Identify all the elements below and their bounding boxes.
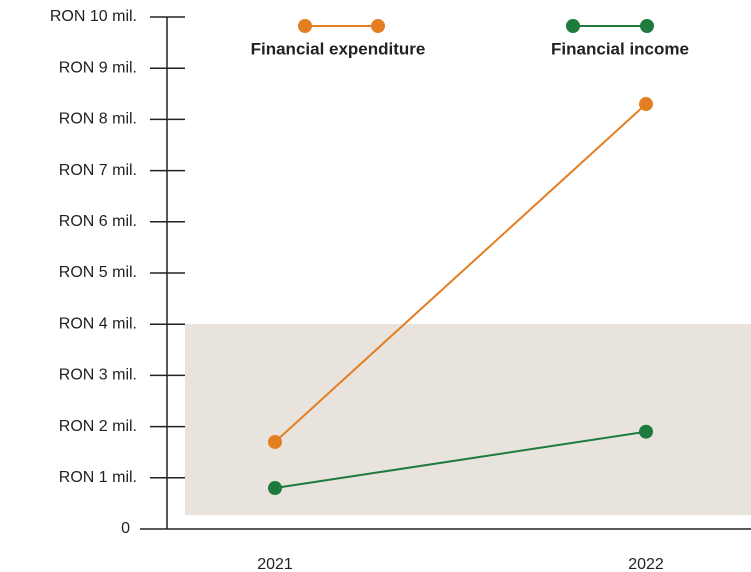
data-point xyxy=(639,97,653,112)
legend-marker xyxy=(566,19,580,33)
y-tick-label: 0 xyxy=(121,520,130,537)
legend-marker xyxy=(298,19,312,33)
y-tick-label: RON 2 mil. xyxy=(59,418,137,435)
legend-marker xyxy=(371,19,385,33)
series-line xyxy=(274,103,647,443)
x-tick-label: 2021 xyxy=(257,556,293,572)
y-tick-label: RON 9 mil. xyxy=(59,59,137,76)
data-point xyxy=(268,434,282,449)
x-tick-label: 2022 xyxy=(628,556,664,572)
data-point xyxy=(268,481,282,496)
y-tick-label: RON 10 mil. xyxy=(50,8,137,25)
y-tick-label: RON 4 mil. xyxy=(59,315,137,332)
y-tick-label: RON 7 mil. xyxy=(59,162,137,179)
series-line xyxy=(274,430,647,490)
legend-label: Financial income xyxy=(551,39,689,58)
y-tick-label: RON 3 mil. xyxy=(59,367,137,384)
y-tick-label: RON 1 mil. xyxy=(59,469,137,486)
y-tick-label: RON 6 mil. xyxy=(59,213,137,230)
data-point xyxy=(639,424,653,439)
legend-label: Financial expenditure xyxy=(251,39,426,58)
y-tick-label: RON 5 mil. xyxy=(59,264,137,281)
legend-marker xyxy=(640,19,654,33)
y-tick-label: RON 8 mil. xyxy=(59,111,137,128)
